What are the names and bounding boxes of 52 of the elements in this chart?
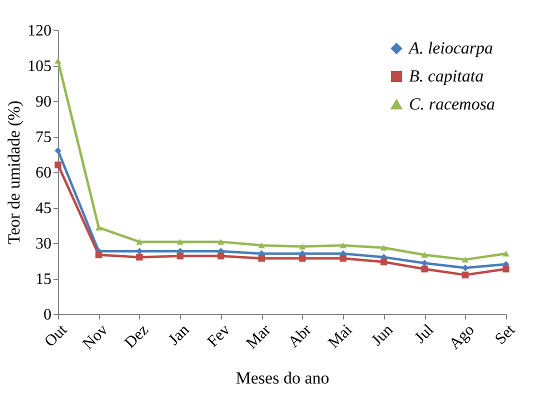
legend-label: C. racemosa — [409, 94, 495, 114]
y-axis-title: Teor de umidade (%) — [4, 100, 24, 244]
point — [54, 147, 62, 154]
point — [258, 255, 265, 262]
point — [176, 252, 184, 260]
point — [95, 251, 102, 258]
legend-label: A. leiocarpa — [408, 38, 494, 58]
point — [136, 254, 143, 261]
point — [421, 266, 428, 272]
x-tick-label: Jan — [166, 322, 193, 349]
y-tick-label: 45 — [36, 200, 52, 217]
point — [299, 244, 306, 250]
point — [462, 256, 469, 262]
point — [136, 238, 143, 245]
x-tick-label: Abr — [285, 321, 316, 352]
x-tick-label: Jul — [412, 321, 438, 347]
point — [340, 242, 346, 248]
y-tick-label: 90 — [36, 94, 52, 110]
point — [462, 272, 469, 278]
x-tick-label: Mai — [325, 321, 356, 352]
point — [218, 238, 224, 245]
point — [421, 260, 428, 266]
y-tick-label: 60 — [36, 164, 52, 182]
point — [340, 255, 346, 262]
x-tick-label: Ago — [446, 322, 478, 354]
point — [380, 258, 388, 266]
x-tick-label: Set — [492, 321, 519, 348]
x-axis-title: Meses do ano — [236, 368, 330, 388]
x-tick-label: Dez — [122, 322, 152, 352]
x-tick-label: Mar — [243, 321, 275, 352]
x-tick-label: Out — [42, 321, 71, 350]
y-tick-label: 30 — [36, 236, 52, 252]
legend-label: B. capitata — [409, 66, 484, 86]
x-tick-label: Fev — [204, 322, 234, 350]
point — [54, 162, 62, 168]
point — [54, 58, 62, 64]
y-tick-label: 75 — [36, 129, 52, 146]
y-tick-label: 105 — [28, 58, 52, 75]
y-tick-label: 120 — [28, 22, 52, 40]
point — [218, 252, 224, 260]
point — [258, 242, 265, 248]
point — [176, 238, 184, 245]
y-tick-label: 0 — [44, 306, 52, 324]
point — [502, 266, 510, 272]
point — [462, 264, 469, 272]
point — [502, 250, 510, 257]
point — [380, 244, 388, 251]
x-tick-label: Jun — [368, 322, 396, 350]
point — [421, 252, 428, 258]
x-tick-label: Nov — [80, 322, 112, 354]
y-tick-label: 15 — [36, 271, 52, 288]
point — [299, 255, 306, 262]
